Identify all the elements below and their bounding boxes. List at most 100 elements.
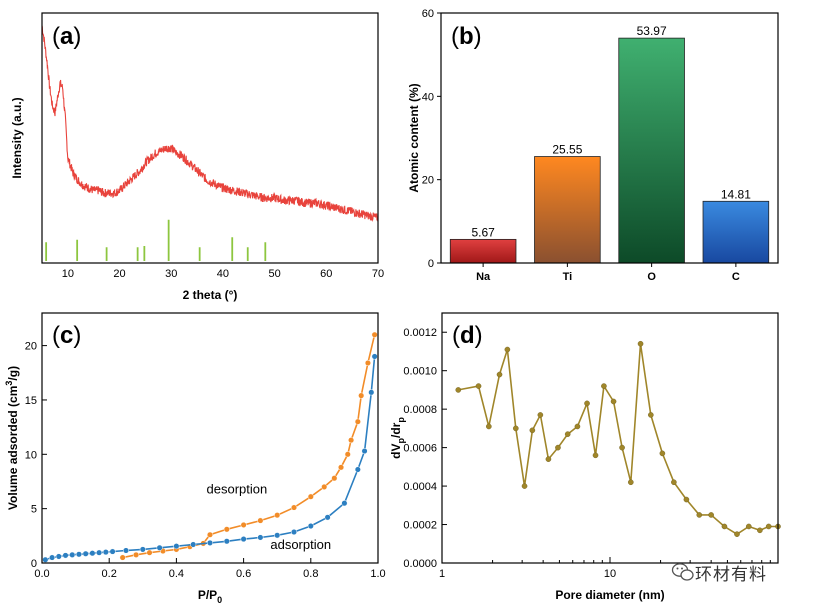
panel-c-frame xyxy=(41,312,379,564)
desorption-point xyxy=(146,549,153,556)
panel-a-x-label: 2 theta (°) xyxy=(183,288,238,302)
x-tick-label: 70 xyxy=(372,268,384,280)
adsorption-point xyxy=(69,551,76,558)
adsorption-point xyxy=(290,528,298,536)
adsorption-point xyxy=(206,539,214,546)
pore-distribution-point xyxy=(504,346,511,353)
panel-a-y-label: Intensity (a.u.) xyxy=(10,97,24,178)
wechat-icon xyxy=(671,563,694,581)
pore-distribution-point xyxy=(555,444,561,451)
pore-distribution-point xyxy=(619,444,625,451)
x-tick-label: 0.6 xyxy=(236,568,251,580)
pore-distribution-point xyxy=(765,523,772,530)
adsorption-point xyxy=(274,532,281,539)
adsorption-point xyxy=(368,389,375,396)
panel-d-label: (d) xyxy=(452,322,483,349)
pore-distribution-point xyxy=(475,383,482,389)
desorption-point xyxy=(240,521,247,529)
desorption-point xyxy=(337,464,345,471)
desorption-point xyxy=(307,493,314,500)
desorption-point xyxy=(257,517,264,524)
y-tick-label: 0.0010 xyxy=(403,366,437,378)
desorption-point xyxy=(321,483,328,490)
desorption-point xyxy=(331,475,338,482)
y-tick-label: 0.0006 xyxy=(403,443,437,455)
pore-distribution-point xyxy=(486,423,492,430)
adsorption-point xyxy=(341,500,348,507)
category-label: O xyxy=(647,271,656,283)
category-label: C xyxy=(732,271,740,283)
pore-distribution-point xyxy=(628,479,634,486)
y-tick-label: 0.0008 xyxy=(403,404,437,416)
panel-c-series xyxy=(42,331,378,563)
adsorption-point xyxy=(82,550,89,557)
y-tick-label: 60 xyxy=(422,8,434,20)
adsorption-point xyxy=(371,353,378,360)
adsorption-point xyxy=(361,447,368,455)
pore-distribution-point xyxy=(496,371,503,378)
pore-distribution-point xyxy=(521,483,528,489)
y-tick-label: 40 xyxy=(422,91,434,103)
bar-na xyxy=(449,238,517,264)
desorption-point xyxy=(133,551,140,558)
x-tick-label: 0.0 xyxy=(34,568,49,580)
watermark: 环材有料 xyxy=(671,563,767,584)
adsorption-point xyxy=(223,538,230,545)
panel-d-x-label: Pore diameter (nm) xyxy=(555,588,664,602)
panel-c: 0.0 0.2 0.4 0.6 0.8 1.0 0 5 10 15 20 desorption ad… xyxy=(4,312,386,605)
pore-distribution-point xyxy=(745,523,752,530)
x-tick-label: 1.0 xyxy=(370,568,385,580)
pore-distribution-point xyxy=(564,431,571,437)
watermark-text: 环材有料 xyxy=(695,565,767,584)
panel-d: 1 10 0.0000 0.0002 0.0004 0.0006 0.0008 0.0010 0… xyxy=(389,312,781,602)
pore-distribution-point xyxy=(637,340,644,347)
panel-d-ticks: 1 10 0.0000 0.0002 0.0004 0.0006 0.0008 0.0010 0… xyxy=(403,327,771,580)
adsorption-point xyxy=(42,556,49,563)
x-tick-label: 0.4 xyxy=(169,568,184,580)
pore-distribution-point xyxy=(708,512,714,518)
y-tick-label: 5 xyxy=(31,504,37,516)
x-tick-label: 10 xyxy=(62,268,74,280)
panel-c-label: (c) xyxy=(52,322,81,349)
bar-value-label: 25.55 xyxy=(552,143,582,157)
adsorption-point xyxy=(109,548,116,555)
adsorption-point xyxy=(139,546,146,553)
desorption-point xyxy=(119,554,126,561)
panel-c-y-label: Volume adsorded (cm3/g) xyxy=(4,366,20,510)
category-label: Ti xyxy=(563,271,573,283)
panel-b-frame xyxy=(440,12,779,264)
desorption-point xyxy=(364,359,371,367)
panel-b-label: (b) xyxy=(451,23,482,50)
x-tick-label: 40 xyxy=(217,268,229,280)
adsorption-point xyxy=(354,466,361,473)
adsorption-line xyxy=(45,356,376,561)
pore-distribution-line xyxy=(458,343,778,536)
y-tick-label: 0 xyxy=(428,258,434,270)
adsorption-point xyxy=(156,544,163,551)
panel-a-label: (a) xyxy=(52,23,81,50)
panel-b-bars: 5.67 25.55 53.97 14.81 xyxy=(449,24,770,264)
x-tick-label: 50 xyxy=(268,268,280,280)
pore-distribution-point xyxy=(648,412,654,418)
panel-a-reference-lines xyxy=(45,219,267,261)
x-tick-label: 30 xyxy=(165,268,177,280)
y-tick-label: 0 xyxy=(31,558,37,570)
pore-distribution-point xyxy=(721,523,728,530)
panel-d-series xyxy=(455,340,781,537)
adsorption-point xyxy=(122,547,130,554)
panel-d-y-label: dVp/drp xyxy=(389,417,406,459)
panel-a-xrd-curve xyxy=(41,25,379,222)
y-tick-label: 20 xyxy=(422,175,434,187)
pore-distribution-point xyxy=(757,527,763,534)
x-tick-label: 20 xyxy=(113,268,125,280)
adsorption-point xyxy=(75,551,83,558)
pore-distribution-point xyxy=(610,398,617,405)
bar-ti xyxy=(534,156,601,264)
adsorption-point xyxy=(62,552,69,559)
x-tick-label: 60 xyxy=(320,268,332,280)
adsorption-point xyxy=(96,549,103,556)
x-tick-label: 10 xyxy=(604,568,616,580)
pore-distribution-point xyxy=(545,456,552,462)
desorption-point xyxy=(274,512,281,519)
